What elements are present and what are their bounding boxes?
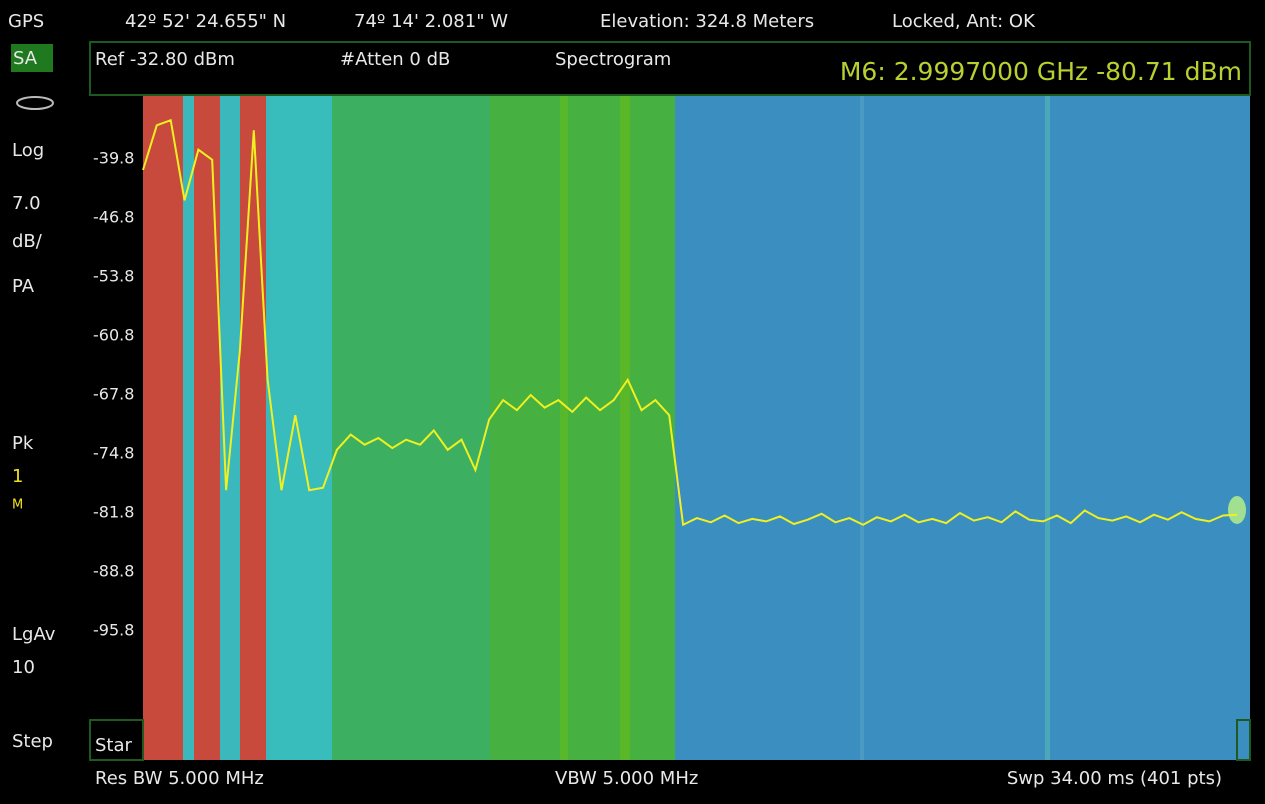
ref-level: Ref -32.80 dBm [95, 49, 235, 70]
res-bw: Res BW 5.000 MHz [95, 768, 264, 789]
latitude: 42º 52' 24.655" N [125, 11, 286, 32]
y-tick-label: -88.8 [93, 562, 134, 581]
lock-status: Locked, Ant: OK [892, 11, 1036, 32]
vbw: VBW 5.000 MHz [555, 768, 698, 789]
band [143, 95, 183, 760]
y-tick-label: -74.8 [93, 444, 134, 463]
gps: GPS [8, 11, 44, 32]
trace-number: 1 [12, 466, 23, 487]
band [620, 95, 630, 760]
band [860, 95, 864, 760]
detector: Pk [12, 433, 34, 454]
y-tick-label: -81.8 [93, 503, 134, 522]
average-count: 10 [12, 657, 35, 678]
y-tick-label: -46.8 [93, 208, 134, 227]
y-tick-label: -95.8 [93, 621, 134, 640]
header-box [89, 41, 1251, 96]
step: Step [12, 731, 53, 752]
scale-unit: dB/ [12, 231, 43, 252]
elevation: Elevation: 324.8 Meters [600, 11, 814, 32]
icon [16, 96, 54, 110]
band [194, 95, 220, 760]
mode[interactable]: SA [13, 48, 38, 69]
band [332, 95, 490, 760]
scale: Log [12, 140, 44, 161]
y-tick-label: -53.8 [93, 267, 134, 286]
band [270, 95, 332, 760]
frame [1236, 719, 1251, 761]
attenuation: #Atten 0 dB [340, 49, 450, 70]
start-label: Star [95, 735, 133, 756]
band [560, 95, 568, 760]
y-tick-label: -60.8 [93, 326, 134, 345]
view-name: Spectrogram [555, 49, 671, 70]
average: LgAv [12, 624, 56, 645]
y-tick-label: -67.8 [93, 385, 134, 404]
sweep: Swp 34.00 ms (401 pts) [1007, 768, 1222, 789]
band [1045, 95, 1050, 760]
longitude: 74º 14' 2.081" W [354, 11, 508, 32]
marker-symbol [1228, 496, 1246, 524]
marker-readout: M6: 2.9997000 GHz -80.71 dBm [840, 57, 1242, 86]
mode-box[interactable] [11, 44, 53, 72]
trace-mode: M [12, 498, 23, 513]
y-tick-label: -39.8 [93, 149, 134, 168]
spectrogram [143, 95, 1250, 760]
scale-value: 7.0 [12, 193, 41, 214]
trace [142, 118, 1238, 527]
band [240, 95, 266, 760]
preamp: PA [12, 276, 35, 297]
start-box [89, 719, 144, 761]
band [490, 95, 675, 760]
